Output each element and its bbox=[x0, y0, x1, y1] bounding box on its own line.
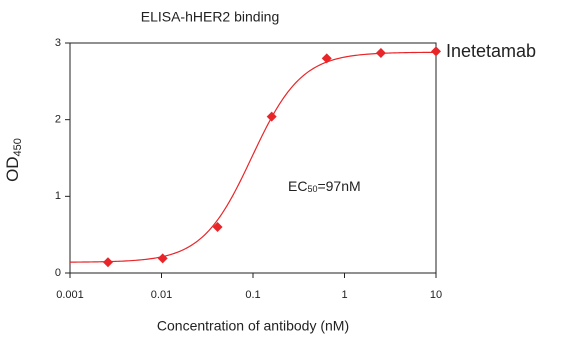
data-point bbox=[212, 222, 223, 232]
y-tick-label: 1 bbox=[55, 190, 61, 202]
x-tick-label: 0.001 bbox=[56, 289, 84, 301]
y-tick-label: 2 bbox=[55, 114, 61, 126]
x-tick-label: 0.01 bbox=[151, 289, 172, 301]
y-axis-title: OD450 bbox=[3, 138, 23, 182]
data-point bbox=[321, 53, 332, 64]
y-axis-title-sub: 450 bbox=[12, 138, 24, 156]
data-point bbox=[102, 257, 113, 268]
y-axis-title-main: OD bbox=[3, 156, 22, 182]
data-point bbox=[266, 111, 277, 122]
x-tick-label: 0.1 bbox=[245, 289, 260, 301]
series-label: Inetetamab bbox=[446, 41, 536, 61]
annotation-main: EC bbox=[288, 178, 307, 194]
annotation-rest: =97nM bbox=[317, 178, 360, 194]
plot-frame bbox=[69, 42, 437, 274]
annotation: EC50=97nM bbox=[288, 178, 361, 195]
x-tick-label: 10 bbox=[430, 289, 442, 301]
data-point bbox=[157, 253, 168, 264]
x-tick-label: 1 bbox=[341, 289, 347, 301]
chart-title: ELISA-hHER2 binding bbox=[141, 9, 280, 25]
y-tick-label: 3 bbox=[55, 37, 61, 49]
y-tick-label: 0 bbox=[55, 267, 61, 279]
data-point bbox=[431, 46, 441, 57]
data-point bbox=[375, 47, 386, 58]
x-axis-title: Concentration of antibody (nM) bbox=[157, 318, 349, 334]
annotation-sub: 50 bbox=[307, 184, 317, 194]
fit-curve bbox=[69, 51, 437, 263]
